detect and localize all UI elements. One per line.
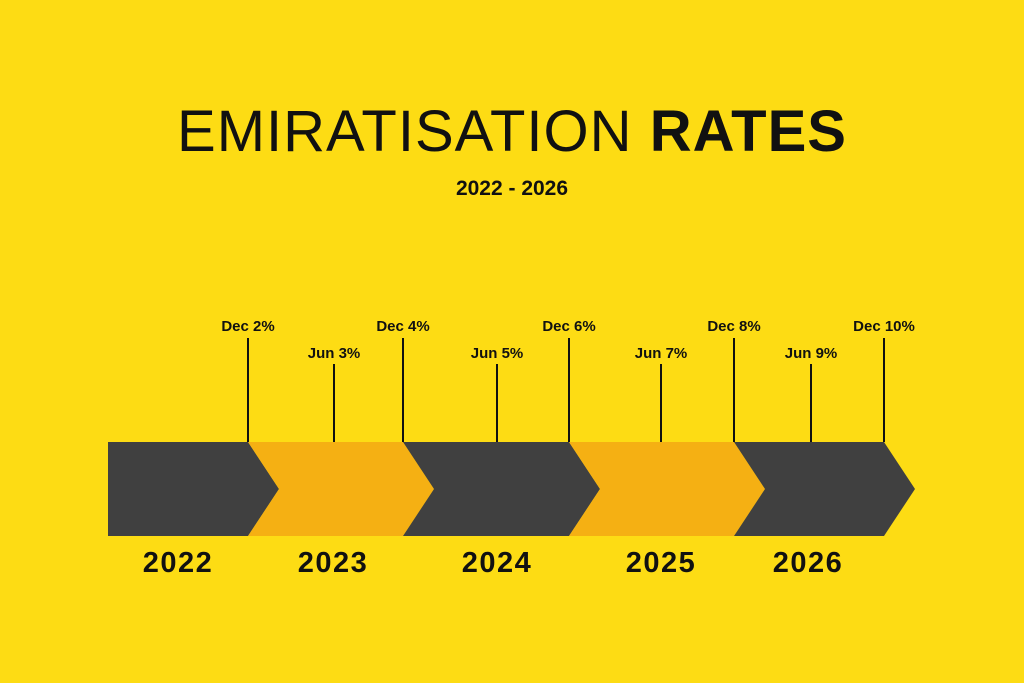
page-subtitle: 2022 - 2026 xyxy=(455,177,569,200)
chevron-segment-2023 xyxy=(248,442,434,536)
marker-label-3: Dec 4% xyxy=(376,318,429,335)
chevron-segment-2025 xyxy=(569,442,765,536)
marker-label-6: Jun 7% xyxy=(635,345,688,362)
marker-label-8: Jun 9% xyxy=(785,345,838,362)
marker-label-9: Dec 10% xyxy=(853,318,915,335)
year-label-2022: 2022 xyxy=(143,547,214,579)
marker-label-2: Jun 3% xyxy=(308,345,361,362)
title-bold: RATES xyxy=(649,99,847,164)
marker-label-4: Jun 5% xyxy=(471,345,524,362)
year-label-2024: 2024 xyxy=(462,547,533,579)
chevron-segments xyxy=(108,442,915,536)
year-label-2025: 2025 xyxy=(626,547,697,579)
marker-label-5: Dec 6% xyxy=(542,318,595,335)
marker-label-1: Dec 2% xyxy=(221,318,274,335)
chevron-segment-2022 xyxy=(108,442,279,536)
page-title: EMIRATISATION RATES xyxy=(0,97,1024,167)
year-label-2026: 2026 xyxy=(773,547,844,579)
marker-label-7: Dec 8% xyxy=(707,318,760,335)
chevron-segment-2026 xyxy=(734,442,915,536)
year-label-2023: 2023 xyxy=(298,547,369,579)
title-light: EMIRATISATION xyxy=(177,99,633,164)
chevron-segment-2024 xyxy=(403,442,600,536)
